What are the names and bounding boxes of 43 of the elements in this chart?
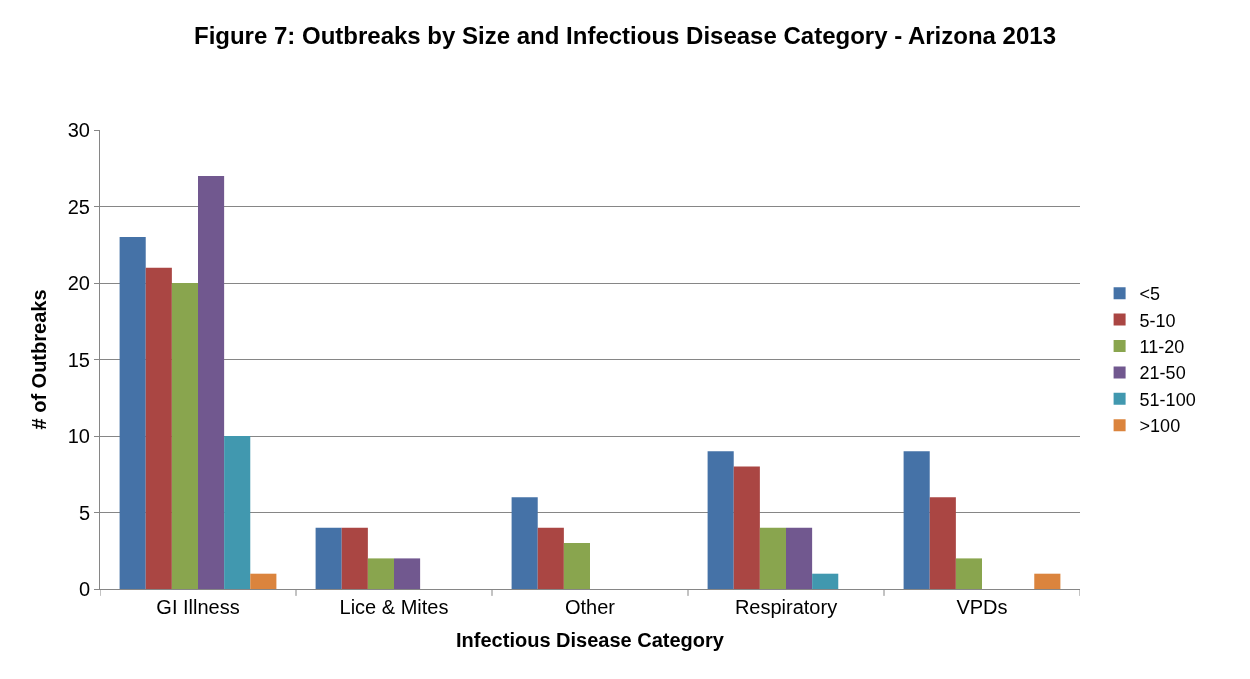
legend-label: 51-100 [1139, 389, 1196, 410]
x-tick-label: GI Illness [156, 596, 240, 618]
bar [1034, 573, 1061, 589]
bar [315, 527, 342, 589]
y-tick-label: 5 [78, 501, 90, 524]
y-tick-label: 20 [67, 272, 90, 294]
bar [119, 237, 146, 589]
y-tick-label: 30 [67, 119, 90, 141]
y-tick-label: 25 [67, 195, 90, 218]
y-tick-label: 15 [67, 348, 90, 371]
bar [955, 558, 982, 589]
bar [812, 573, 839, 589]
bar [250, 573, 277, 589]
bar [786, 527, 813, 589]
chart-title: Figure 7: Outbreaks by Size and Infectious Disease Category - Arizona 2013 [193, 21, 1057, 49]
bar [537, 527, 564, 589]
bar [367, 558, 394, 589]
bar [198, 175, 225, 589]
x-tick-label: Lice & Mites [339, 596, 449, 618]
legend-label: <5 [1139, 284, 1161, 305]
legend-label: >100 [1139, 416, 1181, 437]
x-tick-label: VPDs [956, 596, 1008, 618]
bar [145, 267, 172, 589]
x-axis-title: Infectious Disease Category [456, 628, 725, 651]
y-tick-label: 10 [67, 425, 90, 447]
bar [903, 451, 930, 589]
x-tick-label: Respiratory [734, 596, 838, 618]
y-tick-label: 0 [78, 578, 90, 600]
bar [511, 497, 538, 589]
bar [759, 527, 786, 589]
bar [929, 497, 956, 589]
bar [563, 543, 590, 589]
bar [341, 527, 368, 589]
bar [707, 451, 734, 589]
legend-label: 21-50 [1139, 363, 1186, 384]
y-axis-title: # of Outbreaks [28, 289, 51, 430]
legend-label: 5-10 [1139, 310, 1176, 331]
bar [394, 558, 421, 589]
legend-label: 11-20 [1139, 337, 1185, 358]
x-tick-label: Other [564, 596, 616, 618]
bar [171, 283, 198, 589]
bar [224, 436, 251, 589]
bar [733, 466, 760, 589]
